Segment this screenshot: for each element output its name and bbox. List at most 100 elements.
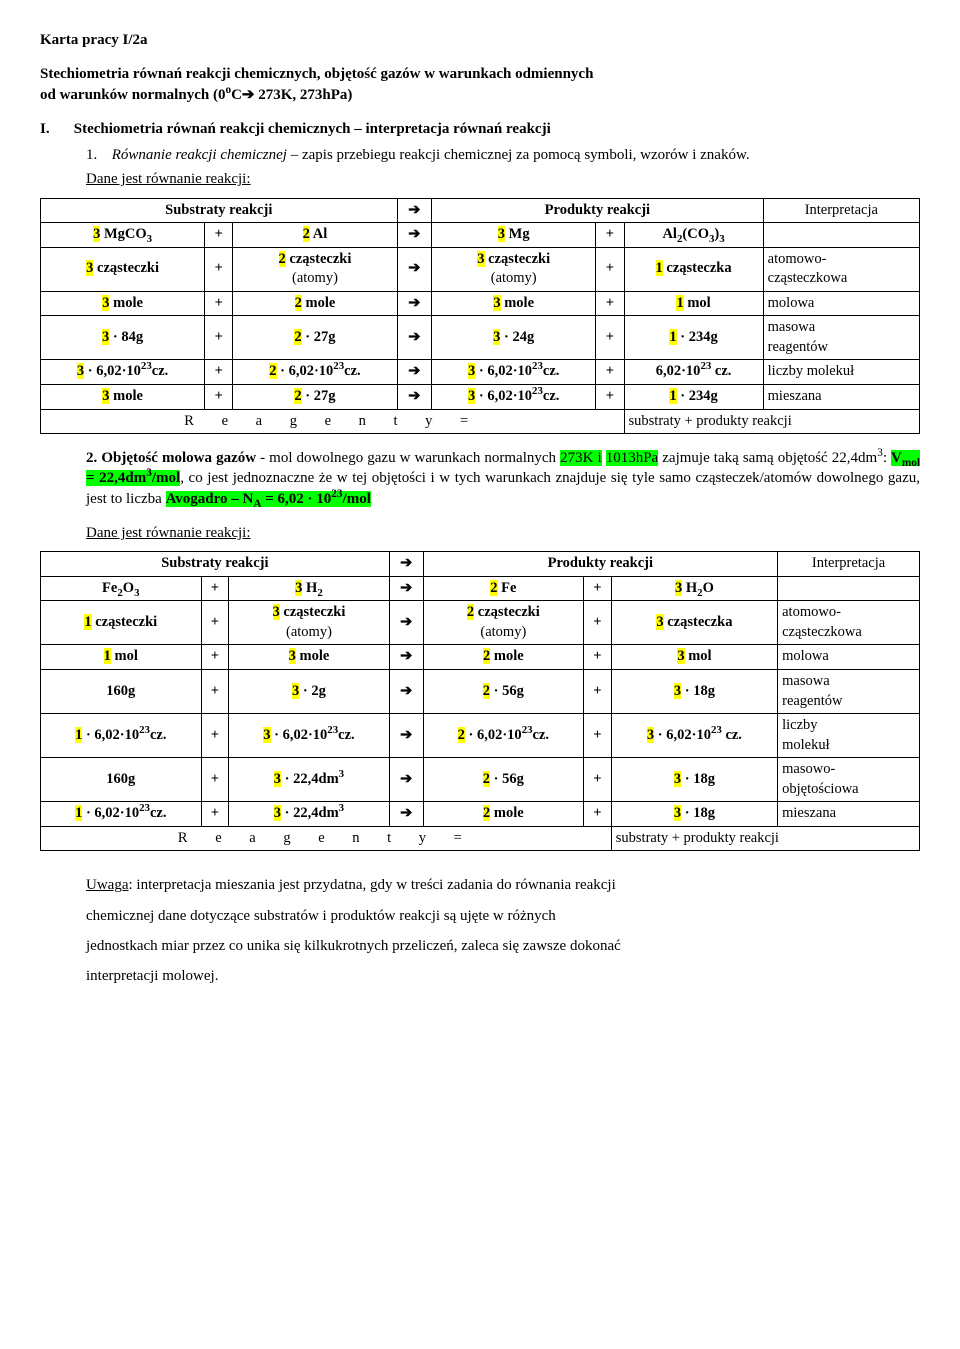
arrow-icon: ➔ [389,576,423,601]
cell: molowa [763,291,919,316]
cell: + [584,758,612,802]
cell: mieszana [778,802,920,827]
cell: 3 · 18g [611,669,777,713]
item-1-def: – zapis przebiegu reakcji chemicznej za … [287,147,750,163]
arrow-icon: ➔ [389,802,423,827]
cell: molowa [778,645,920,670]
arrow-icon: ➔ [397,247,432,291]
t1-h-sub: Substraty reakcji [41,198,398,223]
cell: 1 mol [624,291,763,316]
cell: + [201,802,229,827]
table-row: 3 · 84g + 2 · 27g ➔ 3 · 24g + 1 · 234g m… [41,316,920,360]
cell: 2 · 27g [233,385,397,410]
section-2: 2. Objętość molowa gazów - mol dowolnego… [86,448,920,509]
table-row: 1 · 6,02·1023cz. + 3 · 22,4dm3 ➔ 2 mole … [41,802,920,827]
arrow-icon: ➔ [389,758,423,802]
arrow-icon: ➔ [397,223,432,248]
t1-head: Substraty reakcji ➔ Produkty reakcji Int… [41,198,920,223]
cell: 3 cząsteczki(atomy) [229,601,390,645]
cell: 1 cząsteczki [41,601,202,645]
cell: atomowo-cząsteczkowa [778,601,920,645]
uwaga-label: Uwaga [86,877,128,893]
cell: + [201,758,229,802]
cell: 3 MgCO3 [41,223,205,248]
reagenty-label: R e a g e n t y = [41,409,625,434]
table-row: 1 cząsteczki + 3 cząsteczki(atomy) ➔ 2 c… [41,601,920,645]
cell: 2 Fe [423,576,584,601]
cell: + [205,291,233,316]
t2-head: Substraty reakcji ➔ Produkty reakcji Int… [41,552,920,577]
table-row: 3 · 6,02·1023cz. + 2 · 6,02·1023cz. ➔ 3 … [41,360,920,385]
cell: mieszana [763,385,919,410]
cell: + [584,802,612,827]
intro-text-b: od warunków normalnych (0 [40,87,225,103]
cell: + [201,576,229,601]
cell: + [201,669,229,713]
table-row: 1 · 6,02·1023cz. + 3 · 6,02·1023cz. ➔ 2 … [41,714,920,758]
cell: 3 H2 [229,576,390,601]
t2-h-prod: Produkty reakcji [423,552,778,577]
cell: 3 · 6,02·1023 cz. [611,714,777,758]
table-1: Substraty reakcji ➔ Produkty reakcji Int… [40,198,920,435]
cell: 6,02·1023 cz. [624,360,763,385]
cell: 3 H2O [611,576,777,601]
arrow-icon: ➔ [389,601,423,645]
cell: + [205,223,233,248]
cell: 3 · 6,02·1023cz. [432,385,596,410]
dane-1: Dane jest równanie reakcji: [86,169,920,189]
cell: + [596,223,624,248]
cell: 1 cząsteczka [624,247,763,291]
cell: 3 · 22,4dm3 [229,802,390,827]
dane-2: Dane jest równanie reakcji: [86,523,920,543]
cell: 2 · 56g [423,669,584,713]
cell [763,223,919,248]
section-i-heading: Stechiometria równań reakcji chemicznych… [74,121,551,137]
cell: + [596,360,624,385]
dane-1-label: Dane jest równanie reakcji: [86,171,251,187]
table-row: 160g + 3 · 2g ➔ 2 · 56g + 3 · 18g masowa… [41,669,920,713]
cell: 3 mole [41,291,205,316]
cell: Al2(CO3)3 [624,223,763,248]
cell: + [205,316,233,360]
table-2: Substraty reakcji ➔ Produkty reakcji Int… [40,551,920,851]
table-row: 1 mol + 3 mole ➔ 2 mole + 3 mol molowa [41,645,920,670]
cell: 3 · 24g [432,316,596,360]
cell: masowareagentów [778,669,920,713]
cell: 2 cząsteczki(atomy) [423,601,584,645]
temps: 273K, 273hPa) [255,87,353,103]
table-row: 3 cząsteczki + 2 cząsteczki(atomy) ➔ 3 c… [41,247,920,291]
cell: + [584,669,612,713]
cell: 3 · 6,02·1023cz. [432,360,596,385]
cell: + [596,385,624,410]
cell: 1 · 6,02·1023cz. [41,802,202,827]
cell: atomowo-cząsteczkowa [763,247,919,291]
cell: 2 mole [423,645,584,670]
arrow-icon: ➔ [389,645,423,670]
uwaga: Uwaga: interpretacja mieszania jest przy… [86,875,920,895]
cell: 160g [41,669,202,713]
cell: 2 · 6,02·1023cz. [233,360,397,385]
cell: 2 · 6,02·1023cz. [423,714,584,758]
uwaga-l2: chemicznej dane dotyczące substratów i p… [86,906,920,926]
cell: 2 mole [423,802,584,827]
cell: + [584,645,612,670]
t2-h-int: Interpretacja [778,552,920,577]
cell: 2 · 56g [423,758,584,802]
cell [778,576,920,601]
reagenty-value: substraty + produkty reakcji [624,409,919,434]
cell: liczbymolekuł [778,714,920,758]
cell: 1 · 234g [624,385,763,410]
cell: 3 mole [41,385,205,410]
table-row: 3 mole + 2 mole ➔ 3 mole + 1 mol molowa [41,291,920,316]
uwaga-l3: jednostkach miar przez co unika się kilk… [86,936,920,956]
item-1: 1. Równanie reakcji chemicznej – zapis p… [86,145,920,165]
cell: + [205,385,233,410]
cell: 3 mol [611,645,777,670]
cell: 2 · 27g [233,316,397,360]
section-i: I. Stechiometria równań reakcji chemiczn… [40,119,920,139]
cell: + [584,714,612,758]
uwaga-l4: interpretacji molowej. [86,966,920,986]
cell: masowo-objętościowa [778,758,920,802]
hl-273k: 273K i [560,450,602,466]
cell: Fe2O3 [41,576,202,601]
